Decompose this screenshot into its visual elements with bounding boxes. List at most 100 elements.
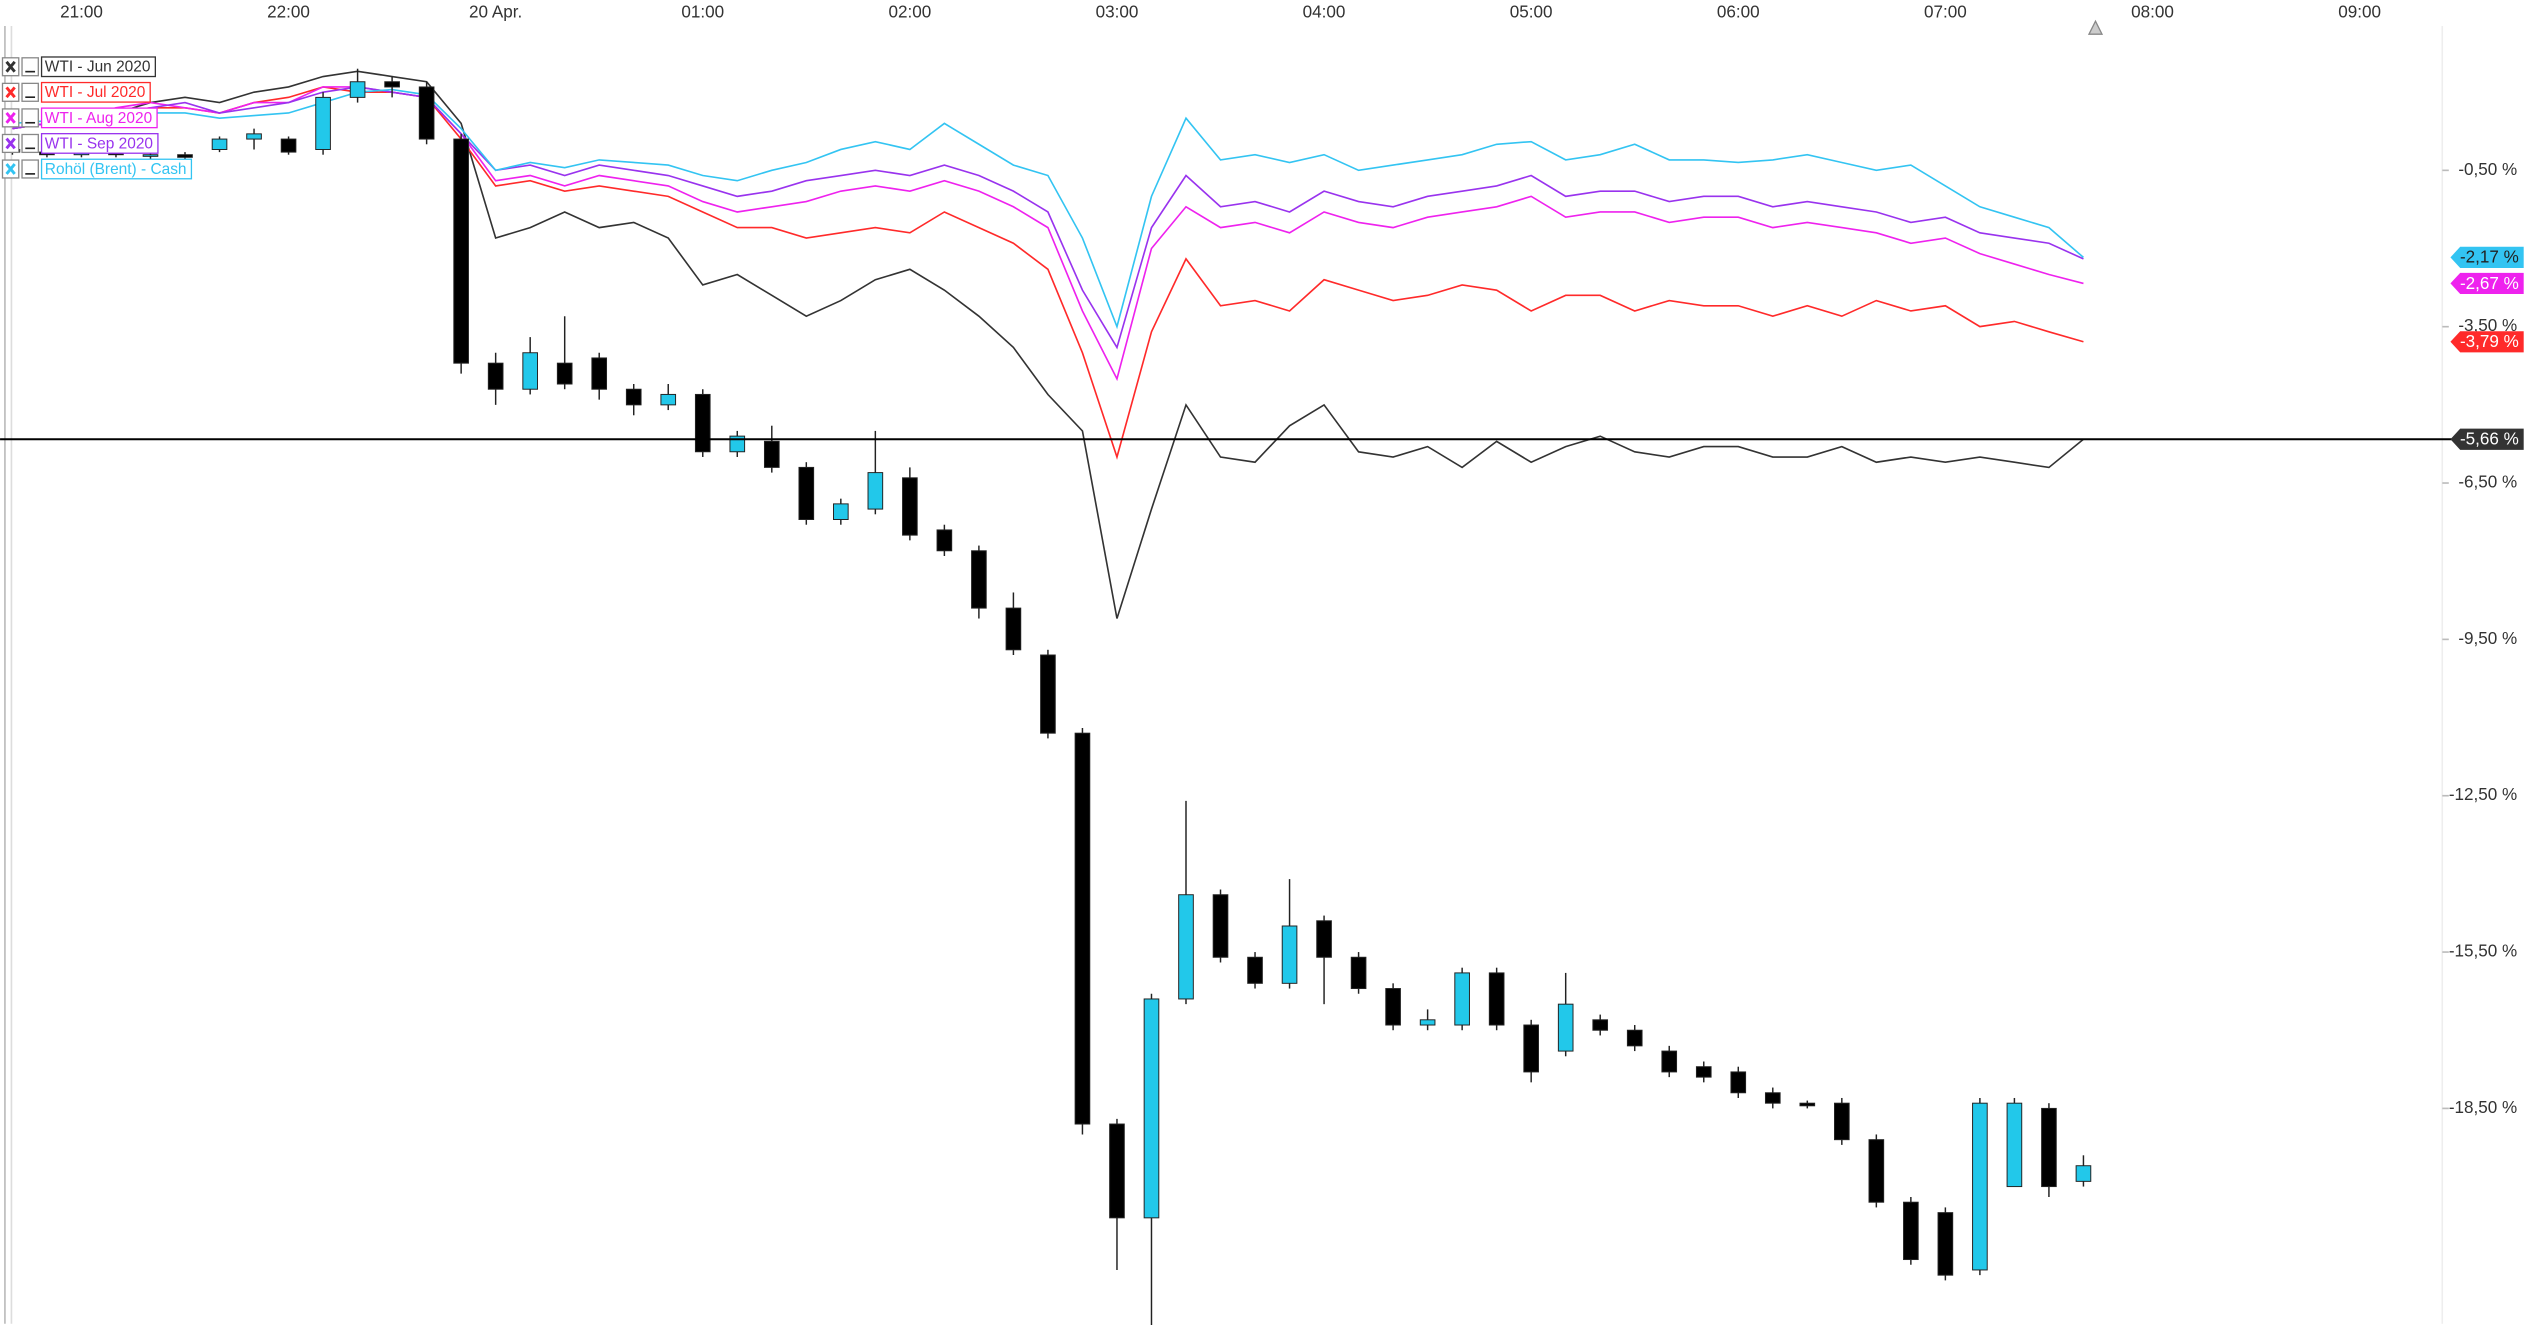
candle-body [763,440,780,468]
x-tick-label: 05:00 [1510,3,1553,22]
candle-body [315,96,331,150]
legend-label: WTI - Sep 2020 [45,135,153,152]
value-tag [2450,331,2524,353]
legend-minimize[interactable] [21,159,39,179]
legend-label-box [40,158,193,180]
candle-body [902,477,918,536]
candle-body [971,550,987,609]
candle-body [867,472,884,510]
candle-body [591,357,608,390]
legend-label: WTI - Aug 2020 [45,110,152,127]
legend-close-icon [5,60,16,73]
candle-body [2075,1165,2092,1182]
candle-body [2041,1107,2057,1188]
candle-body [694,393,711,453]
legend-minimize[interactable] [21,57,39,77]
legend-item: WTI - Jun 2020 [1,56,156,78]
candle-body [1661,1050,1678,1073]
candle-body [1834,1102,1850,1141]
candle-body [453,138,469,364]
candle-body [1178,894,1194,1000]
candle-body [1972,1102,1988,1271]
legend-close-icon [5,163,16,175]
legend-close-icon [5,112,16,124]
value-tag [2450,246,2524,268]
y-tick-label: -18,50 % [2449,1098,2517,1117]
legend-minimize[interactable] [21,82,39,102]
candle-body [833,503,849,520]
x-tick-label: 02:00 [888,3,931,22]
value-tag [2450,428,2524,450]
candle-body [177,154,193,158]
candle-body [1523,1024,1539,1073]
legend-minimize[interactable] [21,108,39,128]
legend-label: WTI - Jul 2020 [45,84,145,101]
candle-body [1143,998,1160,1219]
legend-label-box [40,81,151,103]
candle-body [1488,972,1505,1026]
value-tag-label: -3,79 % [2460,332,2519,351]
y-tick-label: -6,50 % [2458,473,2517,492]
x-tick-label: 06:00 [1717,3,1760,22]
candle-body [1419,1019,1436,1026]
x-tick-label: 08:00 [2131,3,2174,22]
candle-body [1730,1071,1747,1094]
candle-body [1764,1092,1781,1104]
candle-body [1074,732,1091,1125]
y-tick-label: -15,50 % [2449,942,2517,961]
legend-label: Rohöl (Brent) - Cash [45,161,187,178]
candle-body [1626,1029,1643,1047]
x-tick-label: 04:00 [1303,3,1346,22]
candle-body [1557,1003,1574,1052]
candles [4,68,2092,1325]
candle-body [246,133,262,140]
candle-body [1109,1123,1125,1219]
candle-body [1040,654,1056,734]
candle-body [1868,1139,1885,1203]
candle-body [1385,988,1401,1026]
x-tick-label: 09:00 [2338,3,2381,22]
y-tick-label: -12,50 % [2449,785,2517,804]
y-tick-label: -0,50 % [2458,160,2517,179]
candle-body [384,81,400,88]
legend-label-box [40,56,156,78]
candle-body [798,466,815,520]
legend-item: Rohöl (Brent) - Cash [1,158,193,180]
legend-minimize[interactable] [21,133,39,154]
value-tag-label: -2,67 % [2460,274,2519,293]
candle-body [522,352,538,390]
legend-label-box [40,133,159,154]
candle-body [1281,925,1298,984]
candle-body [487,362,504,390]
candle-body [556,362,573,385]
candle-body [1247,956,1263,984]
legend-item: WTI - Aug 2020 [1,107,158,129]
candle-body [280,138,297,153]
legend-label-box [40,107,158,129]
now-marker[interactable] [2087,19,2104,35]
y-tick-label: -9,50 % [2458,629,2517,648]
x-tick-label: 07:00 [1924,3,1967,22]
candle-body [1316,920,1332,958]
candle-body [1799,1102,1816,1107]
candle-body [660,393,677,406]
legend-label: WTI - Jun 2020 [45,59,151,76]
candle-body [211,138,228,150]
candle-body [625,388,642,406]
value-tag [2450,272,2524,295]
candle-body [1592,1019,1609,1031]
candle-body [1695,1066,1712,1078]
legend-close-icon [5,137,16,150]
value-tag-label: -2,17 % [2460,248,2519,267]
legend-item: WTI - Jul 2020 [1,81,151,103]
x-tick-label: 01:00 [681,3,724,22]
x-tick-label: 20 Apr. [469,3,522,22]
y-tick-label: -3,50 % [2458,316,2517,335]
candle-body [1212,894,1229,958]
candle-body [1937,1212,1954,1276]
x-tick-label: 21:00 [60,3,103,22]
value-tag-label: -5,66 % [2460,430,2519,449]
candle-body [142,154,159,157]
